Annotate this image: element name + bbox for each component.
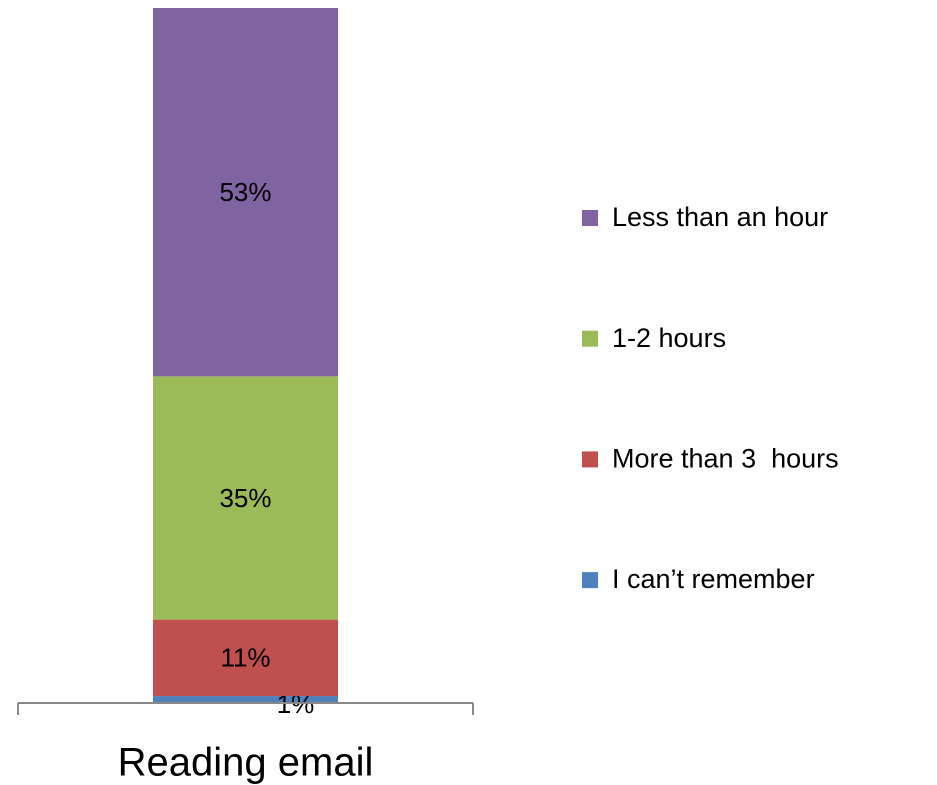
legend-swatch xyxy=(582,451,598,468)
legend-label: 1-2 hours xyxy=(612,323,726,353)
legend-swatch xyxy=(582,210,598,226)
x-tick-label: Reading email xyxy=(118,741,374,785)
data-label: 35% xyxy=(219,483,271,513)
bar-segment xyxy=(153,619,338,697)
legend-label: More than 3 hours xyxy=(612,444,839,474)
legend-swatch xyxy=(582,572,598,589)
bar-segment xyxy=(153,376,338,620)
bar-segment xyxy=(153,696,338,703)
legend-label: I can’t remember xyxy=(612,564,815,594)
legend-label: Less than an hour xyxy=(612,202,828,232)
data-label: 11% xyxy=(220,643,270,673)
bar-segment xyxy=(153,8,338,377)
data-label: 53% xyxy=(219,177,271,207)
legend-swatch xyxy=(582,330,598,347)
